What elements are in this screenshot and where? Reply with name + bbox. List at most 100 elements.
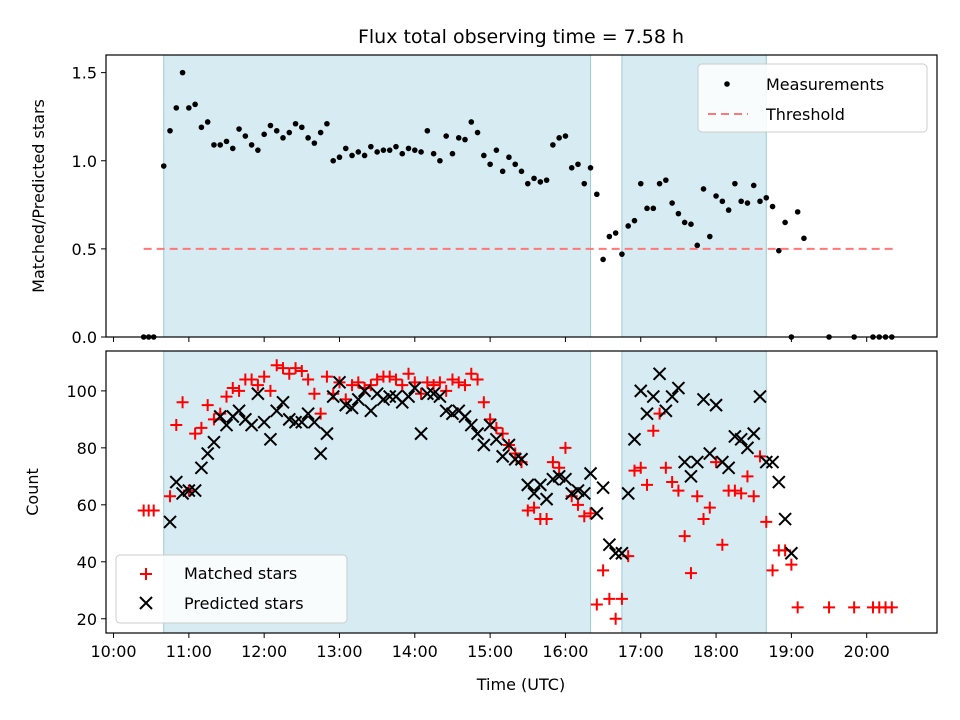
measurement-point — [204, 119, 211, 125]
measurement-point — [179, 69, 186, 76]
matched-star-point — [559, 441, 572, 454]
matched-star-point — [659, 461, 672, 474]
bottom-y-axis-label: Count — [23, 468, 42, 516]
measurement-point — [688, 221, 694, 227]
top-data-marks — [140, 69, 897, 340]
predicted-star-point — [288, 415, 303, 429]
matched-star-point — [571, 498, 584, 511]
predicted-star-point — [320, 426, 334, 441]
matched-star-point — [383, 370, 396, 383]
bottom-legend: Matched stars Predicted stars — [115, 554, 348, 624]
measurement-point — [405, 145, 412, 152]
measurement-point — [192, 101, 198, 108]
predicted-star-point — [382, 389, 397, 404]
predicted-star-point — [301, 406, 315, 421]
measurement-point — [782, 219, 788, 226]
matched-star-point — [402, 367, 415, 380]
measurement-point — [543, 177, 550, 183]
measurement-point — [550, 142, 556, 148]
predicted-star-point — [690, 455, 704, 469]
bottom-data-marks — [137, 359, 898, 625]
predicted-star-point — [263, 432, 278, 447]
measurement-point — [794, 209, 801, 215]
matched-star-point — [766, 564, 779, 577]
predicted-star-point — [514, 452, 529, 466]
predicted-star-point — [332, 375, 347, 390]
matched-star-point — [597, 564, 610, 577]
matched-star-point — [164, 490, 177, 503]
measurement-point — [606, 233, 613, 240]
predicted-star-point — [307, 415, 322, 429]
legend-label-matched: Matched stars — [184, 564, 297, 583]
predicted-star-point — [295, 415, 309, 429]
measurement-point — [305, 135, 311, 141]
matched-star-point — [421, 376, 434, 389]
measurement-point — [738, 198, 744, 205]
measurement-point — [462, 136, 468, 143]
predicted-star-point — [433, 389, 447, 404]
matched-star-point — [195, 421, 208, 434]
matched-star-point — [465, 367, 478, 380]
predicted-star-point — [740, 441, 755, 455]
matched-star-point — [484, 413, 497, 426]
predicted-star-point — [558, 472, 573, 486]
measurement-point — [725, 207, 732, 213]
matched-star-point — [258, 370, 271, 383]
predicted-star-point — [401, 389, 416, 404]
predicted-star-point — [351, 392, 366, 407]
legend-label-measurements: Measurements — [766, 75, 884, 94]
matched-star-point — [528, 501, 541, 514]
predicted-star-point — [521, 478, 535, 492]
top-legend: Measurements Threshold — [697, 63, 928, 133]
bottom-x-axis: 10:00 11:00 12:00 13:00 14:00 15:00 16:00 17:00… — [90, 633, 890, 661]
matched-star-point — [170, 419, 183, 432]
measurement-point — [437, 157, 443, 164]
predicted-star-point — [188, 483, 202, 498]
measurement-point — [625, 223, 631, 229]
measurement-point — [368, 143, 374, 150]
matched-star-point — [471, 373, 484, 386]
predicted-star-point — [326, 389, 340, 404]
x-tick-label: 12:00 — [241, 642, 287, 661]
measurement-point — [211, 142, 217, 148]
y-tick-label: 1.5 — [72, 64, 97, 83]
predicted-star-point — [665, 389, 679, 404]
matched-star-point — [691, 490, 704, 503]
measurement-point — [330, 157, 337, 164]
measurement-point — [261, 131, 267, 138]
matched-star-point — [546, 456, 559, 469]
matched-star-point — [672, 484, 685, 497]
predicted-star-point — [608, 546, 623, 560]
matched-star-point — [747, 490, 760, 503]
bottom-panel: 20 40 60 80 100 10:00 11:00 12:00 13:00 14:00 15:… — [23, 350, 938, 694]
measurement-point — [173, 105, 180, 111]
observing-window-band — [163, 54, 592, 338]
matched-star-point — [452, 376, 465, 389]
matched-star-point — [264, 384, 277, 397]
matched-star-point — [270, 359, 283, 372]
top-axes-frame — [105, 54, 938, 338]
measurement-point — [229, 145, 236, 152]
measurement-point — [267, 122, 274, 129]
matched-star-point — [741, 470, 754, 483]
measurement-point — [198, 124, 205, 131]
measurement-point — [675, 210, 682, 217]
measurement-point — [568, 165, 575, 171]
measurement-point — [587, 165, 594, 171]
measurement-point — [537, 179, 544, 185]
measurement-point — [506, 154, 512, 161]
predicted-star-point — [753, 389, 767, 404]
predicted-star-point — [634, 384, 648, 398]
predicted-star-point — [257, 415, 271, 429]
measurement-point — [575, 161, 581, 168]
legend-marker-predicted — [139, 596, 153, 610]
predicted-star-point — [276, 395, 290, 409]
y-tick-label: 60 — [77, 496, 97, 515]
measurement-point — [518, 168, 525, 175]
predicted-star-point — [684, 469, 698, 484]
matched-star-point — [220, 390, 233, 403]
predicted-star-point — [602, 537, 617, 552]
predicted-star-point — [759, 455, 773, 469]
predicted-star-point — [489, 432, 504, 447]
